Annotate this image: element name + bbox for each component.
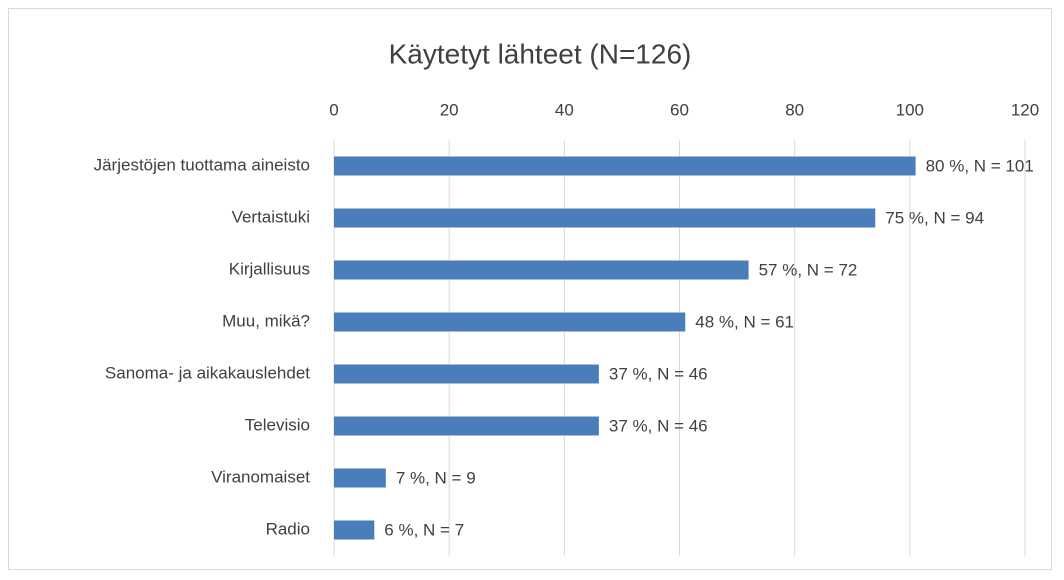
x-tick-label: 100: [896, 100, 924, 119]
x-tick-label: 120: [1011, 100, 1039, 119]
x-tick-label: 0: [329, 100, 338, 119]
x-tick-label: 20: [440, 100, 459, 119]
bar: [334, 468, 386, 488]
y-tick-label: Televisio: [245, 415, 310, 434]
y-tick-label: Järjestöjen tuottama aineisto: [94, 155, 310, 174]
y-tick-label: Radio: [266, 519, 310, 538]
data-label: 6 %, N = 7: [384, 520, 464, 539]
y-tick-label: Vertaistuki: [232, 207, 310, 226]
bar: [334, 260, 749, 280]
x-tick-label: 40: [555, 100, 574, 119]
chart-border: [8, 8, 1052, 570]
data-label: 80 %, N = 101: [926, 156, 1034, 175]
chart-title: Käytetyt lähteet (N=126): [389, 38, 692, 69]
x-tick-label: 80: [785, 100, 804, 119]
data-label: 7 %, N = 9: [396, 468, 476, 487]
bar: [334, 416, 599, 436]
bar: [334, 364, 599, 384]
data-label: 37 %, N = 46: [609, 364, 708, 383]
bar: [334, 208, 876, 228]
y-tick-label: Muu, mikä?: [222, 311, 310, 330]
bar: [334, 312, 686, 332]
data-label: 57 %, N = 72: [759, 260, 858, 279]
data-label: 37 %, N = 46: [609, 416, 708, 435]
x-tick-label: 60: [670, 100, 689, 119]
data-label: 48 %, N = 61: [695, 312, 794, 331]
bar: [334, 156, 916, 176]
y-tick-label: Sanoma- ja aikakauslehdet: [105, 363, 310, 382]
bar: [334, 520, 375, 540]
y-tick-label: Viranomaiset: [211, 467, 310, 486]
y-tick-label: Kirjallisuus: [229, 259, 310, 278]
data-label: 75 %, N = 94: [885, 208, 984, 227]
